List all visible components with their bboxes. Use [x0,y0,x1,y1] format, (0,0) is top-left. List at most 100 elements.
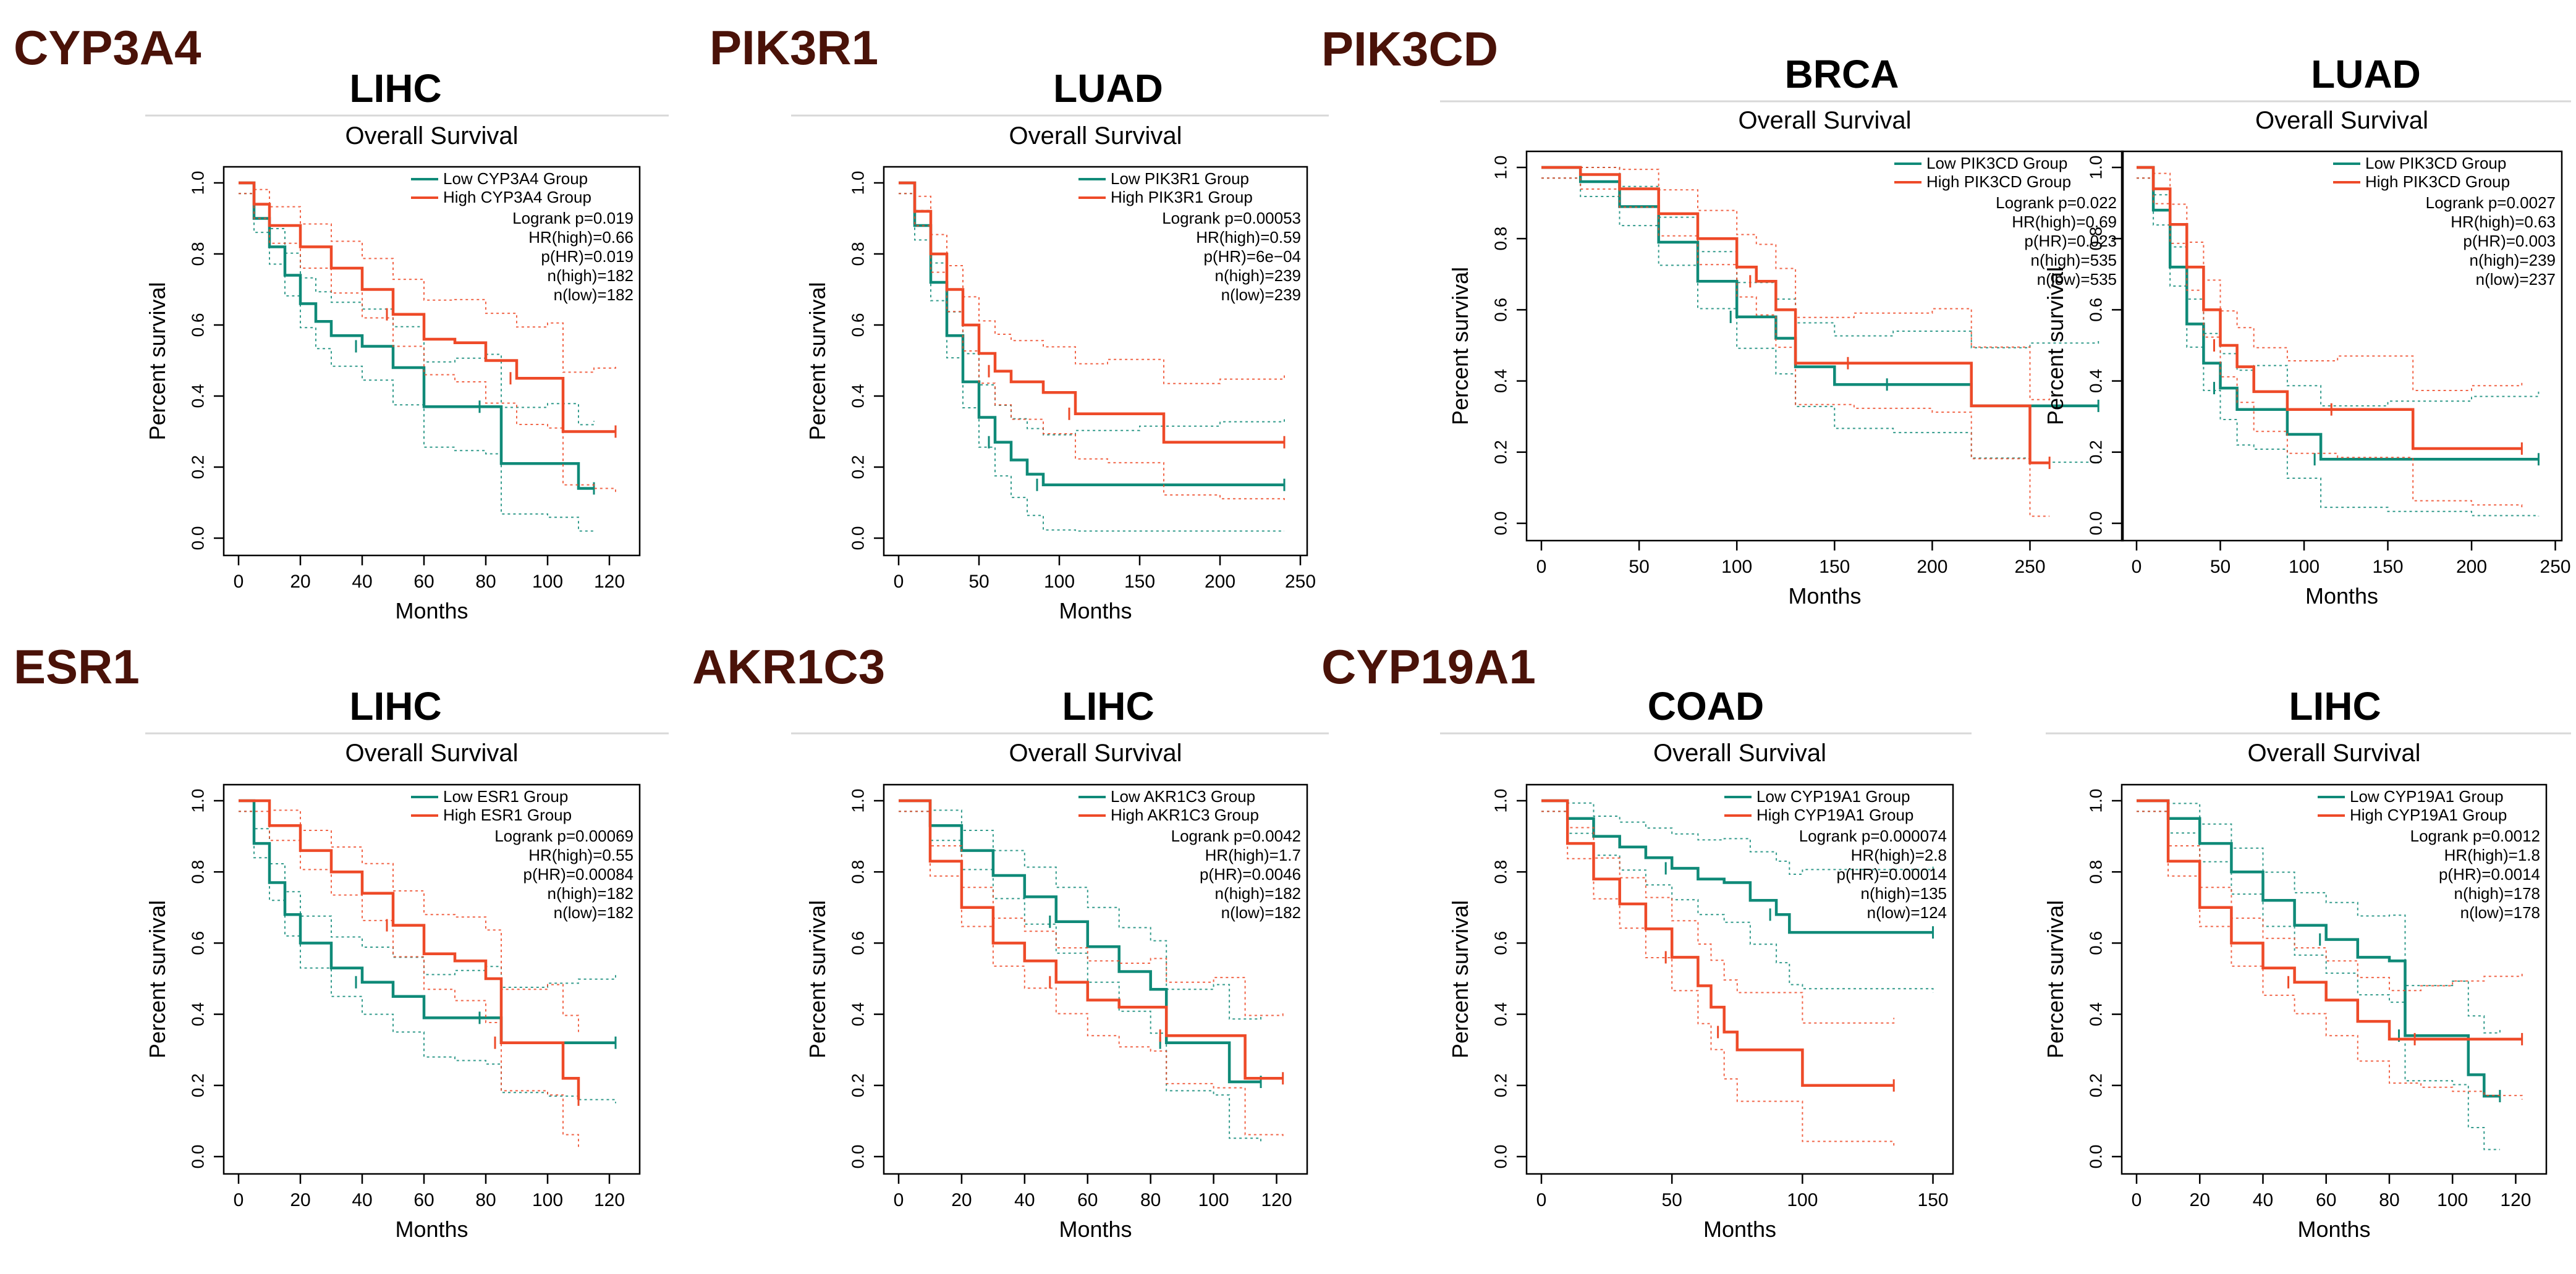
y-axis-label: Percent survival [1447,267,1473,425]
x-axis-label: Months [1059,1217,1132,1242]
y-tick-label: 0.8 [848,860,867,884]
gene-label-pik3r1: PIK3R1 [710,20,879,75]
y-axis-label: Percent survival [805,900,830,1058]
stat-line: HR(high)=2.8 [1851,846,1947,864]
stat-line: n(low)=124 [1867,903,1947,922]
x-tick-label: 120 [1261,1190,1292,1210]
survival-curve-high [1541,166,2050,465]
survival-curve-high [2137,166,2522,450]
survival-curve-high [239,799,580,1100]
ci-lower-high [2137,811,2523,1100]
survival-curve-high [899,181,1284,444]
plot-frame [222,783,641,1175]
stat-line: HR(high)=1.8 [2444,846,2540,864]
ci-lower-high [899,193,1285,503]
x-axis-label: Months [395,1217,468,1242]
y-tick-label: 0.2 [848,1073,867,1097]
stat-line: Logrank p=0.00069 [494,827,633,845]
y-tick-label: 0.2 [188,1073,207,1097]
y-tick-label: 1.0 [2086,156,2105,180]
y-tick-label: 0.8 [2086,227,2105,251]
stat-line: p(HR)=0.00084 [523,865,634,884]
cancer-label: BRCA [1785,52,1899,96]
legend-label: Low CYP3A4 Group [443,169,588,188]
y-tick-label: 1.0 [848,789,867,813]
y-tick-label: 0.6 [848,931,867,955]
y-tick-label: 0.2 [2086,440,2105,464]
y-tick-label: 0.4 [188,1002,207,1026]
y-axis-label: Percent survival [1447,900,1473,1058]
x-tick-label: 40 [2253,1190,2273,1210]
x-tick-label: 100 [2437,1190,2468,1210]
y-tick-label: 0.4 [188,384,207,408]
ci-lower-high [899,811,1284,1139]
legend-label: Low PIK3CD Group [2365,154,2506,172]
survival-curve-low [1541,799,1933,934]
x-tick-label: 0 [234,572,244,592]
y-tick-label: 0.4 [2086,369,2105,393]
stat-line: n(low)=178 [2460,903,2540,922]
stat-line: HR(high)=0.66 [528,228,633,247]
x-tick-label: 40 [1014,1190,1035,1210]
legend-label: High PIK3CD Group [1926,172,2071,191]
gene-label-cyp3a4: CYP3A4 [14,20,201,75]
legend-label: High CYP3A4 Group [443,188,591,206]
x-tick-label: 250 [2014,557,2045,577]
legend-label: Low CYP19A1 Group [2350,787,2504,806]
survival-curve-high [239,181,616,433]
plot-frame [1525,150,2124,542]
chart-title: Overall Survival [2247,740,2420,767]
stat-line: p(HR)=0.0014 [2439,865,2540,884]
x-tick-label: 150 [1819,557,1850,577]
ci-upper-low [1541,167,2099,348]
survival-panel-cyp19a1-coad: COAD Overall Survival 0.0 0.2 0.4 0.6 0.8 1.0 0 5… [1440,684,1972,1242]
x-tick-label: 40 [352,1190,372,1210]
ci-lower-low [2137,811,2500,1150]
y-tick-label: 0.8 [1491,227,1510,251]
y-axis-label: Percent survival [2043,267,2068,425]
cancer-label: LIHC [1062,684,1154,728]
x-tick-label: 150 [2372,557,2403,577]
x-tick-label: 0 [894,572,904,592]
stat-line: Logrank p=0.0027 [2426,193,2556,212]
y-axis-label: Percent survival [2043,900,2068,1058]
cancer-label: COAD [1648,684,1764,728]
x-tick-label: 100 [1044,572,1075,592]
stat-line: p(HR)=0.00014 [1837,865,1947,884]
legend-label: High ESR1 Group [443,806,572,824]
survival-curve-low [2137,799,2500,1098]
y-tick-label: 0.4 [1491,369,1510,393]
x-tick-label: 100 [2289,557,2320,577]
x-tick-label: 80 [475,1190,496,1210]
x-tick-label: 60 [1077,1190,1098,1210]
cancer-label: LIHC [349,66,441,111]
stat-line: n(high)=182 [548,266,634,285]
stat-line: Logrank p=0.022 [1996,193,2117,212]
y-tick-label: 0.0 [2086,1145,2105,1169]
x-tick-label: 100 [532,1190,563,1210]
x-tick-label: 0 [234,1190,244,1210]
y-tick-label: 0.2 [848,455,867,479]
y-tick-label: 0.8 [848,242,867,266]
legend-label: High PIK3R1 Group [1111,188,1253,206]
plot-frame [883,783,1308,1175]
ci-lower-low [1541,177,2099,466]
y-tick-label: 0.0 [188,1145,207,1169]
ci-upper-low [899,800,1261,1020]
legend-label: High AKR1C3 Group [1111,806,1259,824]
x-tick-label: 0 [1536,1190,1547,1210]
y-tick-label: 0.8 [2086,860,2105,884]
stat-line: Logrank p=0.00053 [1162,209,1301,227]
y-axis-label: Percent survival [145,282,170,440]
chart-title: Overall Survival [1009,122,1182,150]
y-tick-label: 0.2 [2086,1073,2105,1097]
y-tick-label: 0.6 [848,313,867,337]
y-axis-label: Percent survival [805,282,830,440]
survival-panel-cyp19a1-lihc: LIHC Overall Survival 0.0 0.2 0.4 0.6 0.8 1.0 0 2… [2043,684,2571,1242]
stat-line: HR(high)=0.63 [2451,213,2556,231]
gene-label-akr1c3: AKR1C3 [692,639,886,694]
x-axis-label: Months [395,598,468,623]
x-tick-label: 0 [2132,1190,2142,1210]
x-tick-label: 80 [1140,1190,1161,1210]
chart-title: Overall Survival [345,740,518,767]
